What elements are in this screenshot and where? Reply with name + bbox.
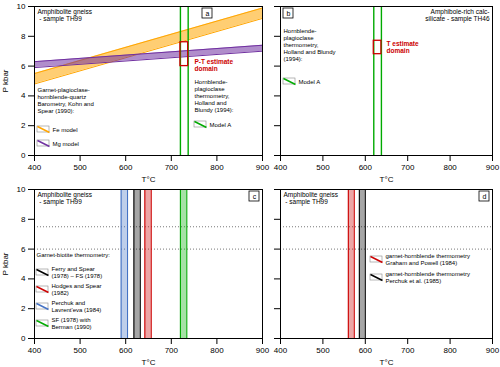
svg-text:700: 700 — [401, 346, 415, 355]
svg-text:400: 400 — [28, 346, 42, 355]
svg-text:700: 700 — [401, 163, 415, 172]
svg-text:400: 400 — [28, 163, 42, 172]
svg-text:900: 900 — [256, 346, 270, 355]
svg-text:d: d — [483, 193, 487, 200]
svg-text:T°C: T°C — [142, 358, 156, 367]
svg-text:600: 600 — [359, 346, 373, 355]
svg-text:2: 2 — [21, 121, 26, 130]
svg-text:700: 700 — [165, 163, 179, 172]
svg-text:800: 800 — [443, 346, 457, 355]
svg-text:500: 500 — [73, 163, 87, 172]
svg-text:Amphibolite gneiss - sample TH: Amphibolite gneiss - sample TH99 — [284, 191, 339, 206]
svg-text:400: 400 — [274, 163, 288, 172]
svg-text:Fe model: Fe model — [53, 127, 78, 133]
svg-text:0: 0 — [21, 334, 26, 343]
svg-text:Perchuk andLavrent'eva (1984): Perchuk andLavrent'eva (1984) — [52, 300, 102, 313]
svg-text:500: 500 — [316, 346, 330, 355]
svg-text:900: 900 — [486, 163, 500, 172]
svg-text:Garnet-biotite thermometry:: Garnet-biotite thermometry: — [37, 252, 111, 258]
svg-text:2: 2 — [21, 304, 26, 313]
svg-text:c: c — [253, 193, 257, 200]
svg-text:T°C: T°C — [380, 358, 394, 367]
svg-text:500: 500 — [73, 346, 87, 355]
svg-text:800: 800 — [210, 346, 224, 355]
svg-text:Garnet-plagioclase-hornblende-: Garnet-plagioclase-hornblende-quartzBaro… — [38, 87, 94, 114]
svg-text:800: 800 — [210, 163, 224, 172]
svg-text:P-T estimatedomain: P-T estimatedomain — [195, 58, 234, 72]
svg-text:Mg model: Mg model — [53, 141, 79, 147]
svg-text:600: 600 — [119, 346, 133, 355]
svg-text:800: 800 — [443, 163, 457, 172]
svg-text:b: b — [287, 10, 291, 17]
svg-text:Model A: Model A — [210, 122, 232, 128]
svg-text:600: 600 — [119, 163, 133, 172]
svg-text:Model A: Model A — [299, 79, 321, 85]
svg-text:900: 900 — [486, 346, 500, 355]
svg-text:4: 4 — [21, 91, 26, 100]
svg-text:P kbar: P kbar — [1, 252, 10, 275]
svg-text:Amphibolite gneiss - sample TH: Amphibolite gneiss - sample TH99 — [38, 8, 93, 23]
svg-text:T°C: T°C — [380, 175, 394, 184]
svg-text:10: 10 — [17, 2, 26, 11]
svg-text:Hornblende-plagioclasethermome: Hornblende-plagioclasethermometry,Hollan… — [195, 79, 234, 113]
svg-text:700: 700 — [165, 346, 179, 355]
svg-text:500: 500 — [316, 163, 330, 172]
svg-text:Hornblende-plagioclasethermome: Hornblende-plagioclasethermometry,Hollan… — [284, 28, 336, 62]
svg-text:Amphibole-rich calc-silicate -: Amphibole-rich calc-silicate - sample TH… — [425, 8, 490, 23]
svg-text:400: 400 — [274, 346, 288, 355]
svg-text:SF (1978) withBerman (1990): SF (1978) withBerman (1990) — [52, 317, 92, 330]
svg-text:Hodges and Spear(1982): Hodges and Spear(1982) — [52, 283, 102, 296]
svg-text:6: 6 — [21, 245, 26, 254]
svg-text:8: 8 — [21, 32, 26, 41]
svg-text:garnet-hornblende thermometryG: garnet-hornblende thermometryGraham and … — [386, 253, 470, 266]
svg-text:Ferry and Spear(1978) – FS (19: Ferry and Spear(1978) – FS (1978) — [52, 266, 103, 279]
svg-text:10: 10 — [17, 185, 26, 194]
svg-text:T°C: T°C — [142, 175, 156, 184]
svg-text:0: 0 — [21, 151, 26, 160]
svg-text:600: 600 — [359, 163, 373, 172]
svg-text:Amphibolite gneiss - sample TH: Amphibolite gneiss - sample TH99 — [38, 191, 93, 206]
svg-text:P kbar: P kbar — [1, 69, 10, 92]
svg-text:garnet-hornblende thermometryP: garnet-hornblende thermometryPerchuk et … — [386, 271, 470, 284]
svg-text:T estimatedomain: T estimatedomain — [387, 40, 420, 54]
svg-text:4: 4 — [21, 274, 26, 283]
svg-text:6: 6 — [21, 62, 26, 71]
svg-text:8: 8 — [21, 215, 26, 224]
svg-text:a: a — [206, 10, 210, 17]
svg-text:900: 900 — [256, 163, 270, 172]
